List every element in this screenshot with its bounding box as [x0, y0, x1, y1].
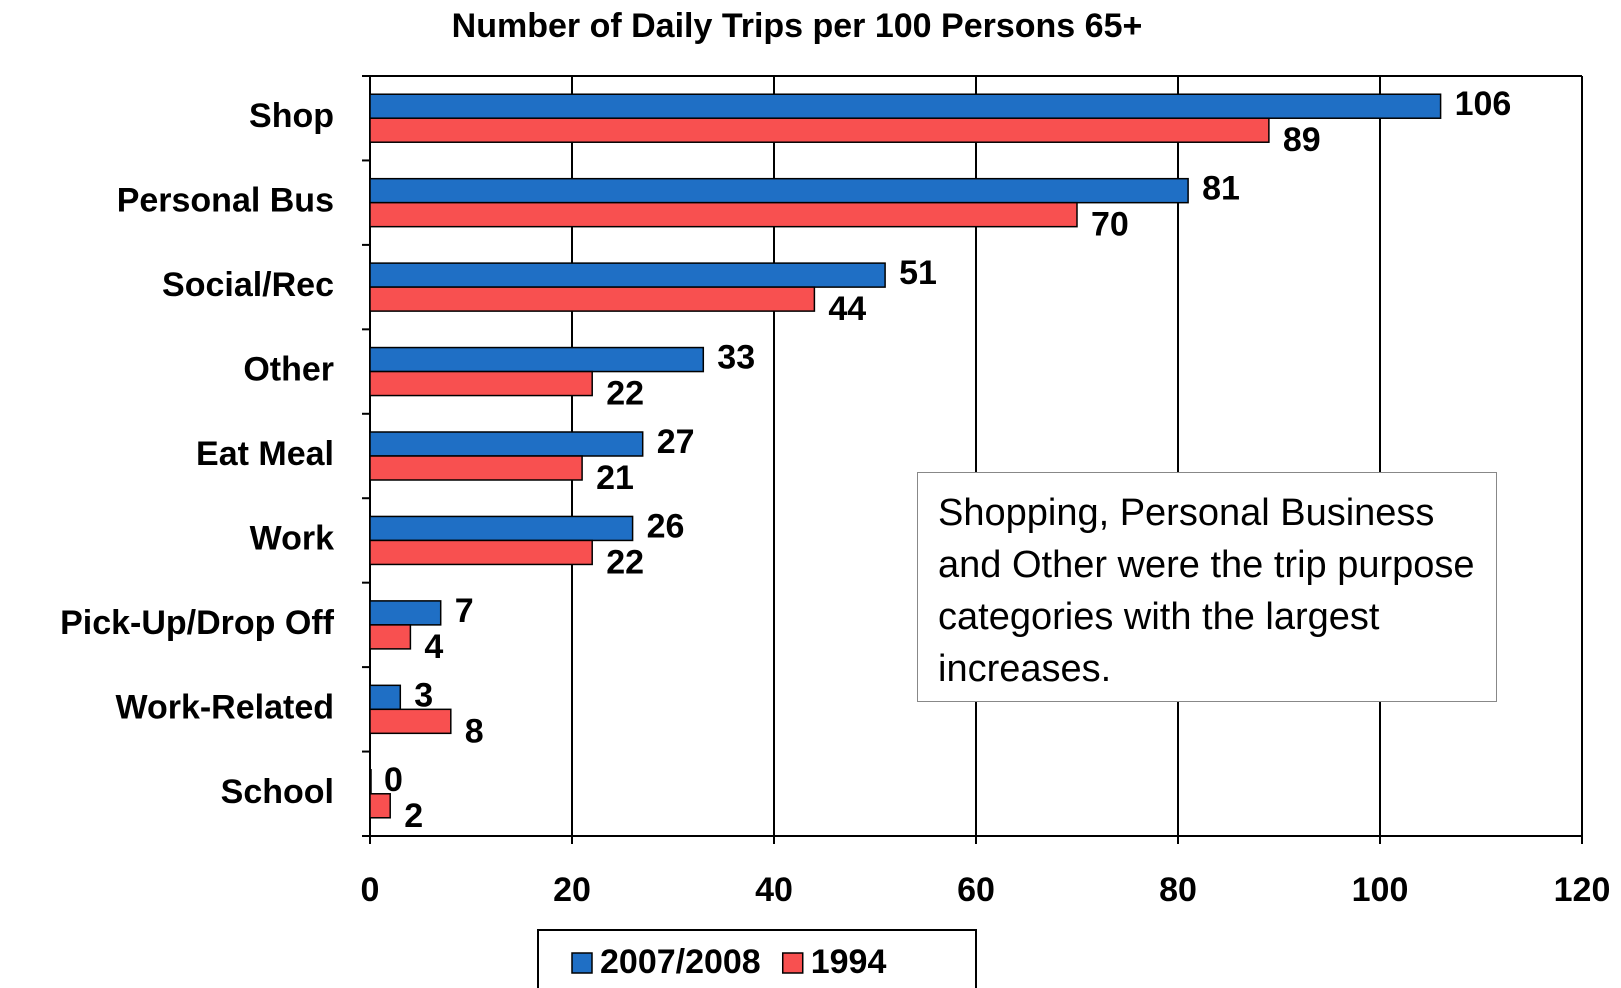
y-tick-label: Shop: [249, 97, 334, 135]
chart-title: Number of Daily Trips per 100 Persons 65…: [452, 7, 1143, 45]
bar: [369, 346, 705, 373]
bar: [369, 431, 644, 457]
legend-label: 1994: [811, 943, 887, 981]
value-label: 22: [606, 543, 644, 581]
bar: [369, 708, 452, 735]
y-tick-label: Personal Bus: [117, 182, 334, 220]
legend-swatch: [571, 952, 593, 974]
value-label: 51: [899, 254, 937, 292]
y-tick-label: Work: [250, 519, 334, 557]
bar: [369, 201, 1078, 228]
bar: [369, 624, 412, 650]
value-label: 7: [455, 592, 474, 630]
bar: [369, 262, 886, 288]
value-label: 2: [404, 797, 423, 835]
bar: [369, 286, 816, 312]
value-label: 33: [717, 339, 755, 377]
y-tick-label: Eat Meal: [196, 435, 334, 473]
legend-box: [537, 929, 977, 988]
bar: [369, 769, 372, 795]
legend-swatch: [781, 952, 804, 974]
value-label: 22: [606, 375, 644, 413]
bar: [369, 539, 593, 566]
bar: [369, 793, 391, 819]
value-label: 26: [647, 507, 685, 545]
bar: [369, 455, 583, 481]
legend-label: 2007/2008: [600, 943, 761, 981]
value-label: 27: [657, 423, 695, 461]
x-tick-label: 60: [957, 871, 995, 909]
annotation: Shopping, Personal Business and Other we…: [917, 472, 1497, 702]
x-tick-label: 120: [1554, 871, 1611, 909]
bar: [369, 515, 634, 542]
value-label: 89: [1283, 121, 1321, 159]
x-tick-label: 100: [1352, 871, 1409, 909]
bar: [369, 93, 1442, 119]
value-label: 3: [414, 676, 433, 714]
value-label: 4: [424, 628, 443, 666]
value-label: 106: [1455, 85, 1512, 123]
y-tick-label: Pick-Up/Drop Off: [60, 604, 335, 642]
bar: [369, 684, 402, 711]
y-tick-label: Work-Related: [115, 688, 334, 726]
y-tick-label: School: [221, 773, 334, 811]
bar: [369, 177, 1189, 204]
value-label: 44: [828, 290, 866, 328]
bar: [369, 600, 442, 626]
value-label: 0: [384, 761, 403, 799]
x-tick-label: 80: [1159, 871, 1197, 909]
x-tick-label: 0: [361, 871, 380, 909]
value-label: 81: [1202, 170, 1240, 208]
value-label: 21: [596, 459, 634, 497]
x-tick-label: 40: [755, 871, 793, 909]
bar: [369, 117, 1270, 143]
x-tick-label: 20: [553, 871, 591, 909]
value-label: 70: [1091, 206, 1129, 244]
y-tick-label: Other: [243, 351, 334, 389]
y-tick-label: Social/Rec: [162, 266, 334, 304]
value-label: 8: [465, 712, 484, 750]
bar: [369, 370, 593, 397]
